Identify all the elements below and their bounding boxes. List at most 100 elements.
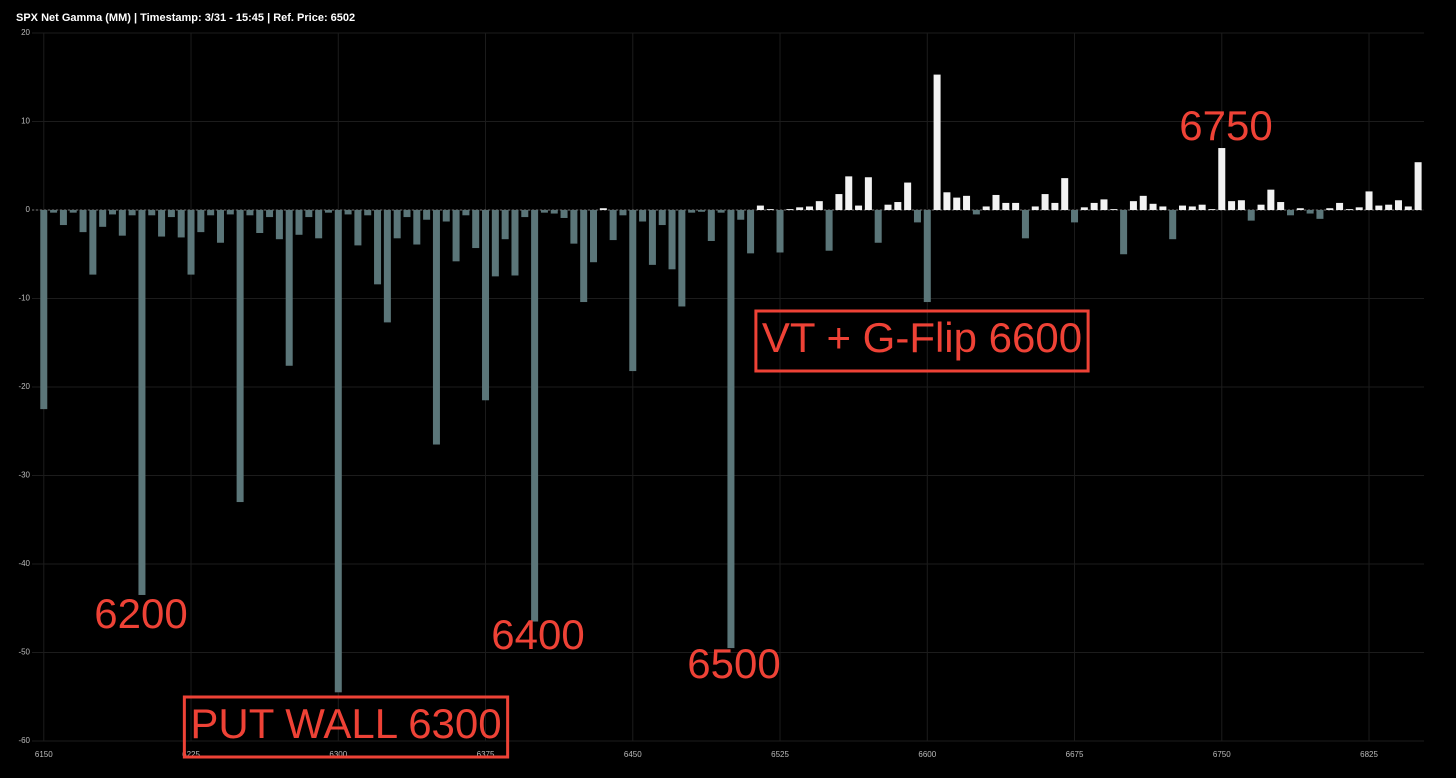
bar xyxy=(1365,191,1373,210)
bar xyxy=(423,210,431,220)
bar xyxy=(1110,209,1118,210)
bar xyxy=(1198,204,1206,210)
bar xyxy=(442,210,450,222)
bar xyxy=(1414,162,1422,210)
bar xyxy=(1061,178,1069,210)
bar xyxy=(452,210,460,262)
bar xyxy=(697,210,705,212)
bar xyxy=(1267,189,1275,210)
bar xyxy=(1277,202,1285,210)
bar xyxy=(1021,210,1029,239)
bar xyxy=(825,210,833,251)
bar xyxy=(1149,203,1157,210)
y-tick-label: 0 xyxy=(26,205,31,214)
bar xyxy=(835,194,843,210)
bar xyxy=(1247,210,1255,221)
bar xyxy=(766,209,774,210)
annotation: 6750 xyxy=(1179,102,1272,149)
bar xyxy=(275,210,283,240)
bar xyxy=(864,177,872,210)
bar xyxy=(1355,207,1363,210)
bar xyxy=(50,210,58,213)
bar xyxy=(737,210,745,220)
bar xyxy=(216,210,224,243)
bar xyxy=(226,210,234,215)
bar xyxy=(285,210,293,366)
bar xyxy=(747,210,755,254)
bar xyxy=(99,210,107,227)
x-tick-label: 6150 xyxy=(35,750,53,759)
bar xyxy=(158,210,166,237)
bar xyxy=(786,209,794,210)
x-tick-label: 6525 xyxy=(771,750,789,759)
bar xyxy=(1228,201,1236,210)
bar xyxy=(501,210,509,240)
bar xyxy=(874,210,882,243)
y-tick-label: 20 xyxy=(21,28,30,37)
y-tick-label: -60 xyxy=(18,736,30,745)
x-tick-label: 6300 xyxy=(329,750,347,759)
bar xyxy=(383,210,391,323)
annotation: 6500 xyxy=(687,640,780,687)
bar xyxy=(59,210,67,226)
bar xyxy=(511,210,519,276)
y-tick-label: -50 xyxy=(18,648,30,657)
annotation-box xyxy=(182,695,510,759)
bar xyxy=(148,210,156,216)
bar xyxy=(89,210,97,275)
x-tick-label: 6225 xyxy=(182,750,200,759)
bar xyxy=(590,210,598,263)
bar xyxy=(1080,207,1088,210)
bar xyxy=(629,210,637,372)
bar xyxy=(1336,202,1344,210)
bar xyxy=(167,210,175,218)
bar xyxy=(727,210,735,649)
bar xyxy=(1345,209,1353,210)
bar xyxy=(521,210,529,218)
bar xyxy=(796,207,804,210)
bar xyxy=(1257,204,1265,210)
bar xyxy=(1208,209,1216,210)
bar xyxy=(246,210,254,216)
bar xyxy=(943,192,951,210)
bar xyxy=(1012,202,1020,210)
bar xyxy=(1296,208,1304,210)
bar xyxy=(894,202,902,210)
bar xyxy=(187,210,195,275)
bar xyxy=(609,210,617,241)
bar xyxy=(982,206,990,210)
bar xyxy=(884,204,892,210)
bar xyxy=(462,210,470,216)
bar xyxy=(1169,210,1177,240)
bar xyxy=(472,210,480,249)
annotation: 6400 xyxy=(491,611,584,658)
bar xyxy=(1218,148,1226,210)
bar xyxy=(334,210,342,693)
bar xyxy=(177,210,185,238)
bar xyxy=(1286,210,1294,216)
bar xyxy=(1404,206,1412,210)
annotation-box xyxy=(754,309,1090,373)
bar xyxy=(913,210,921,223)
bar xyxy=(540,210,548,213)
bar xyxy=(1394,200,1402,210)
bar xyxy=(393,210,401,239)
annotation: 6200 xyxy=(94,590,187,637)
y-tick-label: -10 xyxy=(18,294,30,303)
bar xyxy=(324,210,332,213)
x-tick-label: 6375 xyxy=(477,750,495,759)
x-tick-label: 6600 xyxy=(918,750,936,759)
bar xyxy=(845,176,853,210)
bar xyxy=(1041,194,1049,210)
y-tick-label: -40 xyxy=(18,559,30,568)
bar xyxy=(1385,204,1393,210)
bar xyxy=(933,74,941,210)
bar xyxy=(374,210,382,285)
bar xyxy=(1306,210,1314,214)
bar xyxy=(668,210,676,270)
bar xyxy=(118,210,126,236)
bar xyxy=(482,210,490,401)
bar xyxy=(904,182,912,210)
bar xyxy=(138,210,146,595)
bar xyxy=(79,210,87,233)
